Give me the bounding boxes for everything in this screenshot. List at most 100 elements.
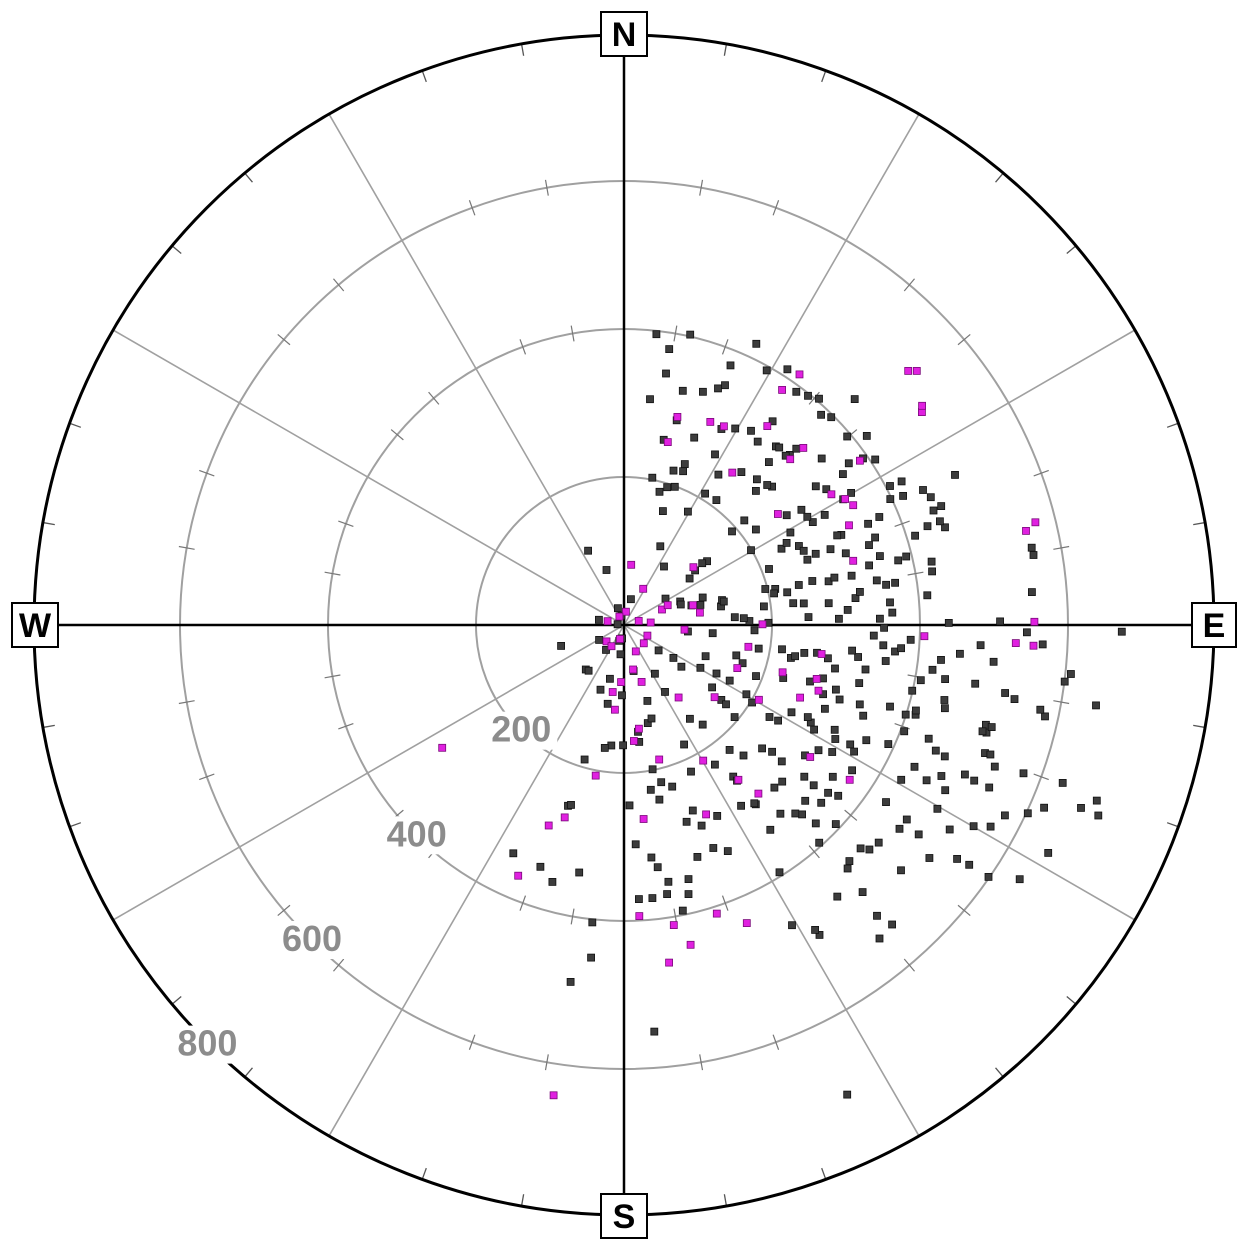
compass-north: N	[600, 11, 648, 57]
ring-label-200: 200	[491, 709, 551, 750]
data-point-dark	[792, 444, 801, 453]
data-point-dark	[763, 481, 772, 489]
data-point-dark	[696, 601, 705, 609]
data-point-dark	[670, 482, 679, 491]
bearing-spoke	[112, 624, 625, 921]
data-point-dark	[865, 561, 873, 570]
data-point-dark	[826, 545, 835, 554]
data-point-dark	[711, 450, 719, 459]
data-point-dark	[801, 796, 810, 805]
data-point-dark	[1067, 670, 1075, 678]
data-point-dark	[690, 433, 699, 442]
data-point-magenta	[630, 737, 638, 745]
data-point-dark	[761, 585, 770, 593]
ring-tick	[808, 845, 820, 859]
data-point-dark	[750, 626, 759, 635]
compass-west: W	[11, 602, 59, 648]
data-point-magenta	[827, 490, 836, 499]
outer-tick	[42, 724, 55, 729]
data-point-magenta	[841, 495, 849, 503]
data-point-dark	[648, 473, 657, 482]
data-point-magenta	[1022, 527, 1030, 535]
data-point-magenta	[814, 686, 823, 695]
data-point-dark	[886, 495, 895, 504]
data-point-dark	[567, 801, 575, 809]
data-point-magenta	[646, 618, 655, 627]
data-point-magenta	[1011, 639, 1020, 647]
data-point-dark	[817, 454, 826, 463]
data-point-magenta	[635, 912, 644, 920]
ring-tick	[907, 571, 924, 576]
data-point-dark	[738, 659, 747, 668]
ring-tick	[903, 278, 915, 292]
data-point-magenta	[786, 455, 795, 464]
data-point-dark	[843, 864, 852, 873]
data-point-dark	[627, 595, 635, 604]
data-point-dark	[602, 566, 611, 574]
data-point-dark	[725, 746, 734, 754]
data-point-dark	[808, 577, 817, 585]
data-point-magenta	[1030, 617, 1039, 626]
data-point-dark	[886, 702, 894, 711]
data-point-dark	[775, 443, 784, 452]
data-point-dark	[655, 795, 664, 804]
data-point-dark	[806, 677, 814, 686]
data-point-dark	[693, 853, 702, 861]
data-point-dark	[808, 518, 817, 526]
ring-tick	[277, 334, 291, 346]
data-point-dark	[902, 552, 911, 561]
data-point-dark	[584, 546, 592, 555]
data-point-dark	[965, 860, 974, 869]
data-point-dark	[911, 531, 919, 540]
data-point-dark	[902, 815, 911, 824]
data-point-magenta	[634, 617, 643, 625]
data-point-dark	[750, 799, 759, 808]
data-point-dark	[843, 606, 852, 614]
outer-tick	[1166, 822, 1179, 828]
ring-tick	[277, 904, 291, 916]
data-point-dark	[839, 470, 847, 479]
data-point-magenta	[754, 789, 763, 798]
bearing-spoke	[623, 624, 920, 1137]
data-point-dark	[760, 602, 768, 611]
data-point-dark	[1038, 640, 1047, 649]
data-point-dark	[655, 487, 664, 496]
data-point-dark	[696, 663, 705, 672]
outer-tick	[995, 172, 1004, 183]
data-point-dark	[584, 666, 593, 675]
data-point-dark	[699, 387, 707, 396]
data-point-dark	[1058, 779, 1067, 787]
data-point-dark	[800, 649, 809, 657]
data-point-dark	[897, 477, 906, 486]
data-point-dark	[799, 599, 808, 608]
data-point-dark	[662, 369, 670, 378]
data-point-dark	[783, 588, 792, 597]
data-point-dark	[831, 664, 839, 673]
data-point-dark	[1044, 849, 1053, 857]
data-point-magenta	[674, 693, 683, 702]
data-point-dark	[869, 631, 878, 640]
data-point-dark	[789, 599, 798, 608]
data-point-dark	[996, 617, 1004, 626]
data-point-dark	[680, 740, 688, 749]
outer-tick	[421, 1167, 427, 1180]
data-point-dark	[753, 475, 761, 484]
data-point-magenta	[1031, 518, 1040, 527]
data-point-dark	[648, 765, 657, 774]
data-point-dark	[851, 594, 860, 602]
data-point-dark	[748, 698, 756, 707]
data-point-magenta	[655, 755, 664, 764]
ring-tick	[772, 1034, 780, 1050]
data-point-dark	[600, 744, 609, 752]
data-point-dark	[787, 708, 796, 717]
data-point-dark	[575, 868, 584, 877]
ring-tick	[1053, 700, 1070, 705]
data-point-dark	[797, 505, 806, 514]
data-point-dark	[984, 873, 993, 881]
data-point-dark	[732, 651, 741, 660]
data-point-dark	[712, 496, 721, 505]
data-point-dark	[765, 713, 774, 721]
data-point-dark	[777, 544, 786, 553]
data-point-dark	[665, 345, 674, 354]
data-point-dark	[719, 597, 728, 606]
